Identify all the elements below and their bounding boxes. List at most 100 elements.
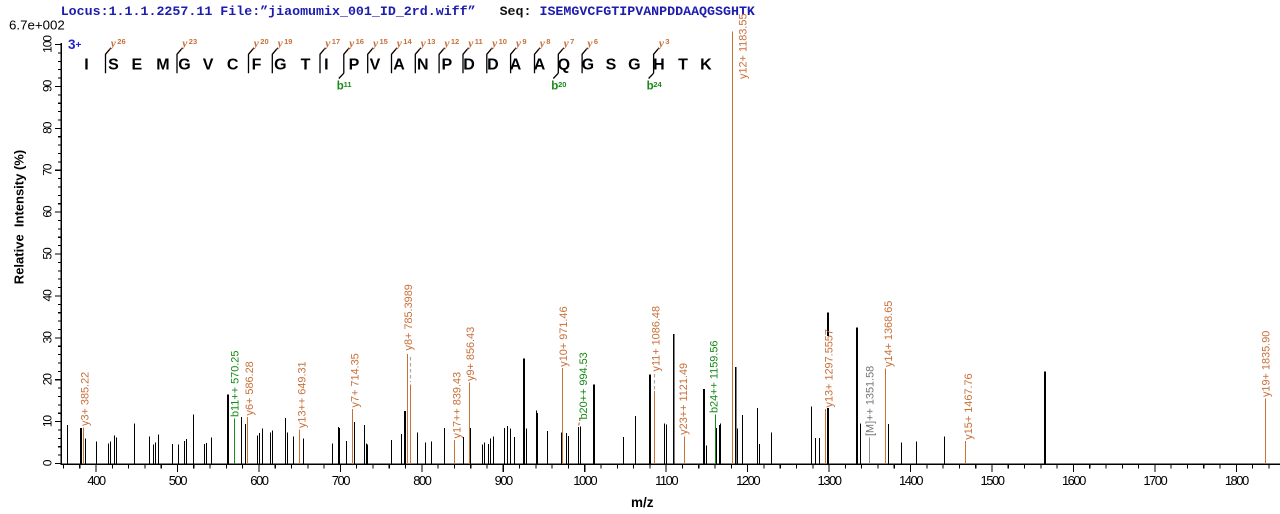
svg-text:S: S <box>108 56 119 73</box>
svg-text:0: 0 <box>41 459 55 466</box>
svg-text:y: y <box>276 38 284 50</box>
svg-text:A: A <box>510 56 522 73</box>
svg-text:b: b <box>551 81 558 93</box>
svg-text:70: 70 <box>41 163 55 176</box>
svg-text:1000: 1000 <box>573 473 597 488</box>
svg-text:24: 24 <box>653 80 662 89</box>
svg-text:y: y <box>442 38 450 50</box>
svg-text:T: T <box>301 56 311 73</box>
svg-text:y: y <box>109 38 117 50</box>
svg-text:11: 11 <box>344 80 352 89</box>
svg-text:y13++ 649.31: y13++ 649.31 <box>297 361 309 428</box>
svg-text:M: M <box>156 56 169 73</box>
svg-text:A: A <box>534 56 546 73</box>
svg-text:y: y <box>585 38 593 50</box>
svg-text:1400: 1400 <box>899 473 923 488</box>
svg-text:y23++ 1121.49: y23++ 1121.49 <box>678 363 690 435</box>
svg-text:Locus:1.1.1.2257.11 File:”jiao: Locus:1.1.1.2257.11 File:”jiaomumix_001_… <box>61 4 755 19</box>
svg-text:N: N <box>417 56 429 73</box>
svg-text:y14+ 1368.65: y14+ 1368.65 <box>883 301 895 367</box>
svg-text:y: y <box>395 38 403 50</box>
svg-text:y: y <box>323 38 331 50</box>
svg-text:C: C <box>227 56 239 73</box>
svg-text:G: G <box>582 56 594 73</box>
svg-text:D: D <box>463 56 475 73</box>
svg-text:S: S <box>606 56 617 73</box>
svg-text:900: 900 <box>495 473 513 488</box>
svg-text:26: 26 <box>117 37 125 46</box>
svg-text:y: y <box>538 38 546 50</box>
svg-text:6.7e+002: 6.7e+002 <box>9 17 65 32</box>
svg-text:b: b <box>647 81 654 93</box>
svg-text:600: 600 <box>250 473 268 488</box>
svg-text:10: 10 <box>41 415 55 428</box>
svg-text:A: A <box>393 56 405 73</box>
svg-text:15: 15 <box>380 37 388 46</box>
svg-text:y: y <box>252 38 260 50</box>
svg-text:y: y <box>347 38 355 50</box>
svg-text:y: y <box>562 38 570 50</box>
svg-text:F: F <box>252 56 262 73</box>
svg-text:b11++ 570.25: b11++ 570.25 <box>229 351 241 417</box>
svg-text:7: 7 <box>570 37 574 46</box>
svg-text:1500: 1500 <box>981 473 1005 488</box>
svg-text:G: G <box>178 56 190 73</box>
svg-text:1800: 1800 <box>1225 473 1249 488</box>
svg-text:1700: 1700 <box>1143 473 1167 488</box>
svg-text:90: 90 <box>41 79 55 92</box>
svg-text:y9+ 856.43: y9+ 856.43 <box>465 327 477 381</box>
svg-text:y19+ 1835.90: y19+ 1835.90 <box>1260 331 1272 397</box>
svg-text:Relative Intensity (%): Relative Intensity (%) <box>12 150 27 284</box>
svg-text:16: 16 <box>356 37 364 46</box>
svg-text:40: 40 <box>41 289 55 302</box>
svg-text:E: E <box>131 56 142 73</box>
svg-text:y3+ 385.22: y3+ 385.22 <box>79 372 91 426</box>
svg-text:3+: 3+ <box>68 37 82 52</box>
svg-text:12: 12 <box>451 37 459 46</box>
svg-text:9: 9 <box>522 37 526 46</box>
svg-text:y: y <box>490 38 498 50</box>
svg-text:60: 60 <box>41 205 55 218</box>
svg-text:500: 500 <box>169 473 187 488</box>
svg-text:G: G <box>628 56 640 73</box>
svg-text:y: y <box>514 38 522 50</box>
svg-text:100: 100 <box>41 35 55 53</box>
svg-text:19: 19 <box>284 37 292 46</box>
svg-text:17: 17 <box>332 37 340 46</box>
svg-text:y13+ 1297.5557: y13+ 1297.5557 <box>824 329 836 407</box>
svg-text:30: 30 <box>41 331 55 344</box>
svg-text:P: P <box>349 56 360 73</box>
svg-text:11: 11 <box>475 37 483 46</box>
svg-text:b20++ 994.53: b20++ 994.53 <box>578 352 590 419</box>
svg-text:700: 700 <box>332 473 350 488</box>
svg-text:[M]++ 1351.58: [M]++ 1351.58 <box>865 366 877 436</box>
svg-text:400: 400 <box>87 473 105 488</box>
svg-text:y7+ 714.35: y7+ 714.35 <box>350 353 362 407</box>
svg-text:Q: Q <box>558 56 570 73</box>
svg-text:6: 6 <box>594 37 598 46</box>
svg-text:80: 80 <box>41 121 55 134</box>
svg-text:y6+ 586.28: y6+ 586.28 <box>244 361 256 415</box>
svg-text:y12+ 1183.55: y12+ 1183.55 <box>738 13 750 79</box>
svg-text:1200: 1200 <box>736 473 760 488</box>
svg-text:y: y <box>657 38 665 50</box>
svg-text:14: 14 <box>403 37 412 46</box>
svg-text:800: 800 <box>413 473 431 488</box>
svg-text:I: I <box>324 56 328 73</box>
svg-text:20: 20 <box>41 373 55 386</box>
svg-text:D: D <box>487 56 499 73</box>
svg-text:1100: 1100 <box>655 473 678 488</box>
svg-text:V: V <box>370 56 381 73</box>
svg-text:10: 10 <box>499 37 507 46</box>
svg-text:y11+ 1086.48: y11+ 1086.48 <box>651 306 663 372</box>
svg-text:T: T <box>678 56 688 73</box>
svg-text:50: 50 <box>41 247 55 260</box>
svg-text:m/z: m/z <box>631 495 654 510</box>
svg-text:y10+ 971.46: y10+ 971.46 <box>558 306 570 366</box>
svg-text:I: I <box>84 56 88 73</box>
svg-text:y15+ 1467.76: y15+ 1467.76 <box>963 373 975 439</box>
svg-text:8: 8 <box>546 37 550 46</box>
svg-text:y8+ 785.3989: y8+ 785.3989 <box>403 284 415 350</box>
svg-text:H: H <box>653 56 665 73</box>
svg-text:y17++ 839.43: y17++ 839.43 <box>452 372 464 439</box>
